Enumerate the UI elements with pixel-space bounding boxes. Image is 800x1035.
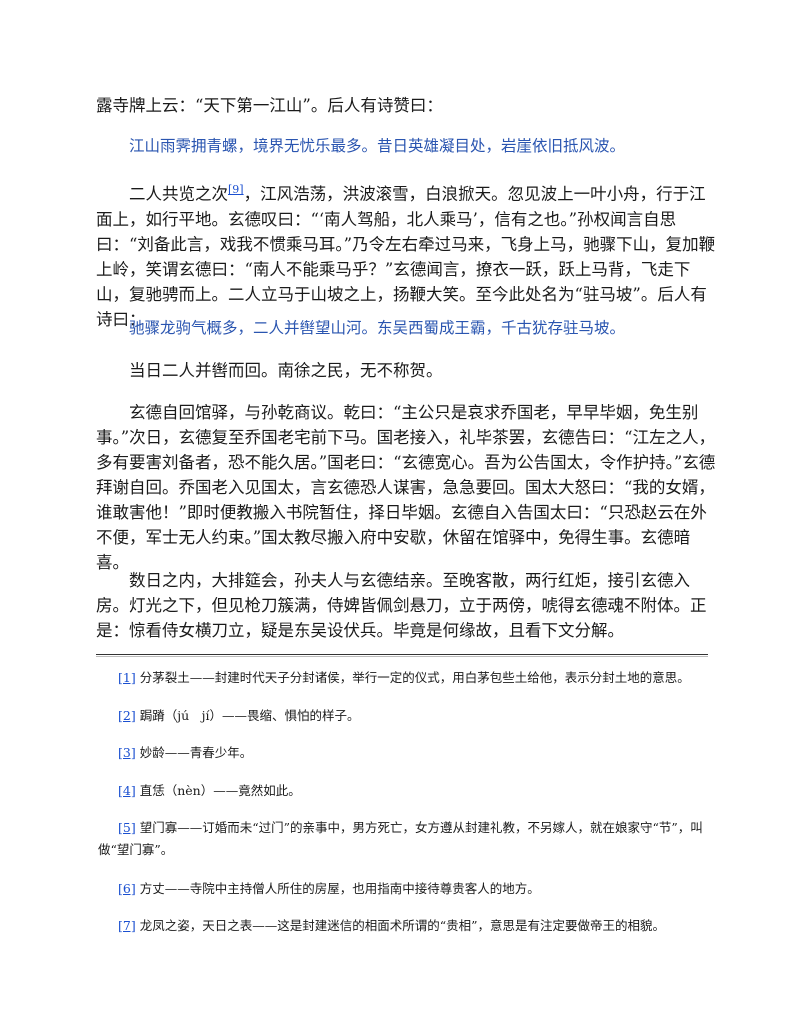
footnote-link-7[interactable]: [7]: [118, 918, 136, 933]
footnote-text-3: 妙龄——青春少年。: [139, 745, 253, 760]
footnote-4: [4] 直恁（nèn）——竟然如此。: [98, 780, 708, 802]
paragraph-3-block: 当日二人并辔而回。南徐之民，无不称贺。: [96, 358, 716, 383]
footnote-link-6[interactable]: [6]: [118, 881, 136, 896]
body-text: 露寺牌上云：“天下第一江山”。后人有诗赞曰：: [96, 93, 716, 118]
footnote-5: [5] 望门寡——订婚而未“过门”的亲事中，男方死亡，女方遵从封建礼教，不另嫁人，…: [98, 817, 708, 861]
footnote-divider: [96, 654, 708, 657]
footnote-link-4[interactable]: [4]: [118, 783, 136, 798]
footnote-7: [7] 龙凤之姿，天日之表——这是封建迷信的相面术所谓的“贵相”，意思是有注定要做…: [98, 915, 708, 937]
paragraph-2-part-a: 二人共览之次: [129, 184, 228, 204]
paragraph-4-block: 玄德自回馆驿，与孙乾商议。乾曰：“主公只是哀求乔国老，早早毕姻，免生别事。”次日…: [96, 400, 716, 575]
paragraph-1: 露寺牌上云：“天下第一江山”。后人有诗赞曰：: [96, 96, 443, 115]
footnote-ref-9: [9]: [228, 181, 244, 197]
footnote-3: [3] 妙龄——青春少年。: [98, 742, 708, 764]
poem-1: 江山雨霁拥青螺，境界无忧乐最多。昔日英雄凝目处，岩崖依旧抵风波。: [129, 137, 626, 155]
poem-2-block: 驰骤龙驹气概多，二人并辔望山河。东吴西蜀成王霸，千古犹存驻马坡。: [96, 316, 716, 341]
footnote-text-1: 分茅裂土——封建时代天子分封诸侯，举行一定的仪式，用白茅包些土给他，表示分封土地…: [139, 670, 690, 685]
footnote-link-1[interactable]: [1]: [118, 670, 136, 685]
footnote-text-2: 跼蹐（jú jí）——畏缩、惧怕的样子。: [139, 708, 360, 723]
paragraph-4: 玄德自回馆驿，与孙乾商议。乾曰：“主公只是哀求乔国老，早早毕姻，免生别事。”次日…: [96, 403, 716, 572]
paragraph-5-block: 数日之内，大排筵会，孙夫人与玄德结亲。至晚客散，两行红炬，接引玄德入房。灯光之下…: [96, 568, 716, 643]
footnote-link-2[interactable]: [2]: [118, 708, 136, 723]
footnote-text-6: 方丈——寺院中主持僧人所住的房屋，也用指南中接待尊贵客人的地方。: [139, 881, 540, 896]
paragraph-2-block: 二人共览之次[9]，江风浩荡，洪波滚雪，白浪掀天。忽见波上一叶小舟，行于江面上，…: [96, 177, 716, 332]
footnote-text-4: 直恁（nèn）——竟然如此。: [139, 783, 301, 798]
paragraph-3: 当日二人并辔而回。南徐之民，无不称贺。: [129, 361, 443, 380]
paragraph-2-part-b: ，江风浩荡，洪波滚雪，白浪掀天。忽见波上一叶小舟，行于江面上，如行平地。玄德叹曰…: [96, 184, 716, 329]
footnote-link-5[interactable]: [5]: [118, 820, 136, 835]
paragraph-5: 数日之内，大排筵会，孙夫人与玄德结亲。至晚客散，两行红炬，接引玄德入房。灯光之下…: [96, 571, 707, 640]
footnote-6: [6] 方丈——寺院中主持僧人所住的房屋，也用指南中接待尊贵客人的地方。: [98, 878, 708, 900]
footnote-text-7: 龙凤之姿，天日之表——这是封建迷信的相面术所谓的“贵相”，意思是有注定要做帝王的…: [139, 918, 666, 933]
footnote-1: [1] 分茅裂土——封建时代天子分封诸侯，举行一定的仪式，用白茅包些土给他，表示分…: [98, 667, 708, 689]
footnote-2: [2] 跼蹐（jú jí）——畏缩、惧怕的样子。: [98, 705, 708, 727]
footnote-text-5: 望门寡——订婚而未“过门”的亲事中，男方死亡，女方遵从封建礼教，不另嫁人，就在娘…: [98, 820, 703, 857]
paragraph-2: 二人共览之次[9]，江风浩荡，洪波滚雪，白浪掀天。忽见波上一叶小舟，行于江面上，…: [96, 177, 716, 332]
footnote-link-3[interactable]: [3]: [118, 745, 136, 760]
poem-2: 驰骤龙驹气概多，二人并辔望山河。东吴西蜀成王霸，千古犹存驻马坡。: [129, 319, 626, 337]
poem-1-block: 江山雨霁拥青螺，境界无忧乐最多。昔日英雄凝目处，岩崖依旧抵风波。: [96, 134, 716, 159]
footnote-link-9[interactable]: [9]: [228, 183, 244, 196]
